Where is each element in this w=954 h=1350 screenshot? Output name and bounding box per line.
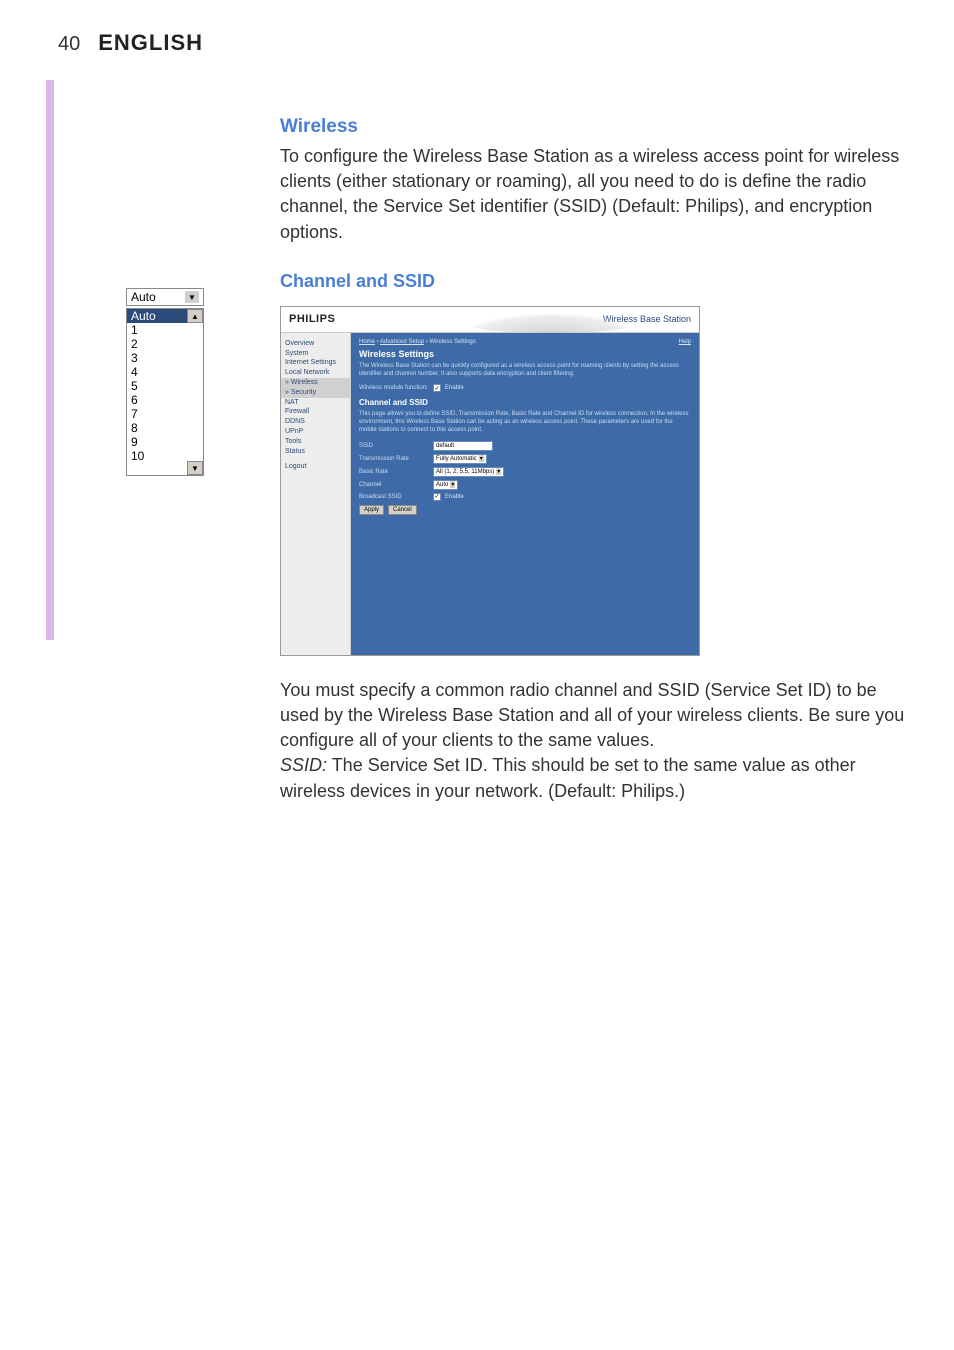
sidebar-item-tools[interactable]: Tools bbox=[285, 437, 346, 447]
list-item[interactable]: 1 bbox=[127, 323, 203, 337]
sidebar-item-overview[interactable]: Overview bbox=[285, 339, 346, 349]
cancel-button[interactable]: Cancel bbox=[388, 505, 417, 515]
channel-dropdown-value: Auto bbox=[131, 290, 156, 304]
sidebar-item-logout[interactable]: Logout bbox=[285, 462, 346, 472]
banner-swoosh bbox=[461, 313, 641, 333]
list-item[interactable]: 2 bbox=[127, 337, 203, 351]
basic-rate-label: Basic Rate bbox=[359, 469, 429, 475]
sidebar-item-wireless[interactable]: » Wireless bbox=[281, 378, 350, 388]
channel-listbox[interactable]: ▲ Auto 1 2 3 4 5 6 7 8 9 10 ▼ bbox=[126, 308, 204, 476]
scroll-down-icon[interactable]: ▼ bbox=[187, 461, 203, 475]
panel-title: Wireless Settings bbox=[359, 349, 691, 359]
philips-logo: PHILIPS bbox=[289, 313, 335, 325]
chevron-down-icon: ▼ bbox=[185, 291, 199, 303]
sidebar-item-firewall[interactable]: Firewall bbox=[285, 407, 346, 417]
breadcrumb-advanced[interactable]: Advanced Setup bbox=[380, 339, 424, 345]
page-language: ENGLISH bbox=[98, 30, 203, 56]
sidebar-item-security[interactable]: » Security bbox=[281, 388, 350, 398]
router-ui-screenshot: PHILIPS Wireless Base Station Overview S… bbox=[280, 306, 700, 656]
sidebar-item-nat[interactable]: NAT bbox=[285, 398, 346, 408]
module-checkbox[interactable]: ✓ bbox=[433, 384, 441, 392]
channel-ssid-heading: Channel and SSID bbox=[359, 398, 691, 407]
list-item[interactable]: 9 bbox=[127, 435, 203, 449]
module-enable-label: Enable bbox=[445, 385, 464, 391]
broadcast-checkbox[interactable]: ✓ bbox=[433, 493, 441, 501]
tx-rate-label: Transmission Rate bbox=[359, 456, 429, 462]
scroll-up-icon[interactable]: ▲ bbox=[187, 309, 203, 323]
list-item[interactable]: 6 bbox=[127, 393, 203, 407]
apply-button[interactable]: Apply bbox=[359, 505, 384, 515]
breadcrumb-current: Wireless Settings bbox=[429, 339, 475, 345]
list-item[interactable]: 8 bbox=[127, 421, 203, 435]
list-item[interactable]: 3 bbox=[127, 351, 203, 365]
channel-select[interactable]: Auto bbox=[433, 480, 458, 490]
list-item[interactable]: 5 bbox=[127, 379, 203, 393]
post-paragraph-1: You must specify a common radio channel … bbox=[280, 678, 920, 754]
ssid-term: SSID: bbox=[280, 755, 327, 775]
ui-sidebar: Overview System Internet Settings Local … bbox=[281, 333, 351, 655]
breadcrumb-home[interactable]: Home bbox=[359, 339, 375, 345]
ssid-input[interactable]: default bbox=[433, 441, 493, 451]
panel-desc-2: This page allows you to define SSID, Tra… bbox=[359, 411, 691, 434]
help-link[interactable]: Help bbox=[679, 339, 691, 345]
sidebar-item-local[interactable]: Local Network bbox=[285, 368, 346, 378]
channel-dropdown-closed[interactable]: Auto ▼ bbox=[126, 288, 204, 306]
list-item[interactable]: 4 bbox=[127, 365, 203, 379]
basic-rate-select[interactable]: All (1, 2, 5.5, 11Mbps) bbox=[433, 467, 504, 477]
sidebar-item-internet[interactable]: Internet Settings bbox=[285, 358, 346, 368]
list-item[interactable]: 7 bbox=[127, 407, 203, 421]
page-number: 40 bbox=[58, 33, 80, 56]
section-title: Wireless bbox=[280, 116, 920, 138]
sidebar-item-upnp[interactable]: UPnP bbox=[285, 427, 346, 437]
left-color-bar bbox=[46, 80, 54, 640]
broadcast-label: Broadcast SSID bbox=[359, 494, 429, 500]
post-paragraph-2: SSID: The Service Set ID. This should be… bbox=[280, 753, 920, 803]
wireless-module-row: Wireless module function: ✓ Enable bbox=[359, 384, 691, 392]
subsection-title: Channel and SSID bbox=[280, 271, 920, 292]
ui-main-panel: Help Home › Advanced Setup › Wireless Se… bbox=[351, 333, 699, 655]
page-header: 40 ENGLISH bbox=[58, 30, 896, 56]
sidebar-item-system[interactable]: System bbox=[285, 349, 346, 359]
channel-select-widget: Auto ▼ ▲ Auto 1 2 3 4 5 6 7 8 9 10 ▼ bbox=[126, 288, 204, 476]
module-label: Wireless module function: bbox=[359, 385, 429, 391]
broadcast-enable-label: Enable bbox=[445, 494, 464, 500]
ssid-label: SSID bbox=[359, 443, 429, 449]
section-intro: To configure the Wireless Base Station a… bbox=[280, 144, 920, 245]
ssid-description: The Service Set ID. This should be set t… bbox=[280, 755, 856, 800]
sidebar-item-status[interactable]: Status bbox=[285, 447, 346, 457]
tx-rate-select[interactable]: Fully Automatic bbox=[433, 454, 487, 464]
breadcrumb: Home › Advanced Setup › Wireless Setting… bbox=[359, 339, 691, 345]
channel-label: Channel bbox=[359, 482, 429, 488]
panel-desc-1: The Wireless Base Station can be quickly… bbox=[359, 363, 691, 379]
sidebar-item-ddns[interactable]: DDNS bbox=[285, 417, 346, 427]
